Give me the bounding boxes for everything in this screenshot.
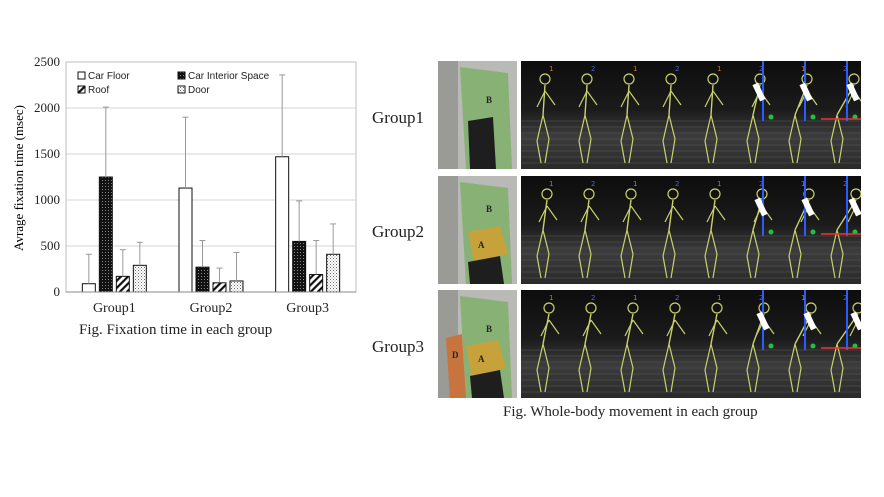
- motion-panel-group2: 1 2 1 2 1 2 1 2: [521, 176, 861, 284]
- svg-text:1: 1: [549, 180, 553, 188]
- region-letter-b: B: [486, 324, 492, 334]
- motion-panel-group1: 1 2 1 2 1 2 1 2: [521, 61, 861, 169]
- svg-text:1: 1: [633, 294, 637, 302]
- bar-door: [132, 264, 147, 293]
- legend-swatch: [177, 85, 186, 94]
- bar-roof: [309, 274, 324, 293]
- region-letter-a: A: [478, 240, 485, 250]
- legend-box: [72, 67, 272, 99]
- svg-text:2: 2: [843, 294, 847, 302]
- svg-text:1: 1: [633, 180, 637, 188]
- region-letter-b: B: [486, 204, 492, 214]
- svg-text:1: 1: [633, 65, 637, 73]
- bar-car-interior-space: [195, 266, 210, 293]
- x-tick-label: Group2: [190, 301, 233, 316]
- svg-text:2: 2: [759, 180, 763, 188]
- svg-text:1: 1: [717, 65, 721, 73]
- group3-label: Group3: [372, 337, 424, 356]
- car-photo-group3: B A D: [438, 290, 517, 398]
- legend-swatch: [77, 71, 86, 80]
- svg-text:2: 2: [675, 180, 679, 188]
- chart-bars: [81, 74, 341, 293]
- svg-text:1: 1: [801, 180, 805, 188]
- svg-text:2: 2: [843, 180, 847, 188]
- svg-text:2: 2: [591, 180, 595, 188]
- chart-legend: Car Floor Car Interior Space Roof Door: [72, 67, 272, 99]
- bar-car-floor: [81, 283, 96, 293]
- bar-door: [326, 253, 341, 293]
- svg-text:1: 1: [549, 65, 553, 73]
- legend-label: Roof: [88, 85, 109, 96]
- svg-text:2: 2: [759, 294, 763, 302]
- y-tick-label: 1500: [34, 146, 60, 161]
- legend-swatch: [77, 85, 86, 94]
- bar-car-interior-space: [292, 240, 307, 293]
- svg-text:1: 1: [801, 65, 805, 73]
- y-tick-label: 0: [54, 284, 61, 299]
- x-axis: Group1 Group2 Group3: [66, 291, 356, 316]
- region-letter-b: B: [486, 95, 492, 105]
- y-tick-label: 1000: [34, 192, 60, 207]
- legend-label: Car Interior Space: [188, 71, 270, 82]
- bar-door: [229, 280, 244, 293]
- svg-text:1: 1: [549, 294, 553, 302]
- car-photo-group1: B: [438, 61, 517, 169]
- x-tick-label: Group3: [286, 301, 329, 316]
- svg-text:2: 2: [675, 65, 679, 73]
- car-photo-group2: B A: [438, 176, 517, 284]
- legend-label: Door: [188, 85, 210, 96]
- motion-panel-group3: 1 2 1 2 1 2 1 2: [521, 290, 861, 398]
- svg-text:2: 2: [843, 65, 847, 73]
- bar-roof: [212, 282, 227, 293]
- group2-label: Group2: [372, 222, 424, 241]
- bar-roof: [115, 275, 130, 293]
- svg-text:1: 1: [717, 180, 721, 188]
- legend-label: Car Floor: [88, 71, 130, 82]
- region-letter-d: D: [452, 350, 459, 360]
- y-tick-label: 500: [41, 238, 61, 253]
- x-tick-label: Group1: [93, 301, 136, 316]
- y-axis-label: Avrage fixation time (msec): [11, 105, 26, 251]
- bar-car-floor: [178, 187, 193, 293]
- svg-text:1: 1: [717, 294, 721, 302]
- bar-car-floor: [275, 156, 290, 293]
- svg-text:1: 1: [801, 294, 805, 302]
- movement-caption: Fig. Whole-body movement in each group: [503, 404, 758, 420]
- y-tick-label: 2000: [34, 100, 60, 115]
- group1-label: Group1: [372, 108, 424, 127]
- svg-text:2: 2: [591, 294, 595, 302]
- chart-caption: Fig. Fixation time in each group: [79, 322, 273, 338]
- svg-text:2: 2: [675, 294, 679, 302]
- svg-text:2: 2: [759, 65, 763, 73]
- y-tick-label: 2500: [34, 54, 60, 69]
- legend-swatch: [177, 71, 186, 80]
- y-axis: 0 500 1000 1500 2000 2500: [34, 54, 60, 299]
- bar-car-interior-space: [98, 176, 113, 293]
- region-letter-a: A: [478, 354, 485, 364]
- svg-text:2: 2: [591, 65, 595, 73]
